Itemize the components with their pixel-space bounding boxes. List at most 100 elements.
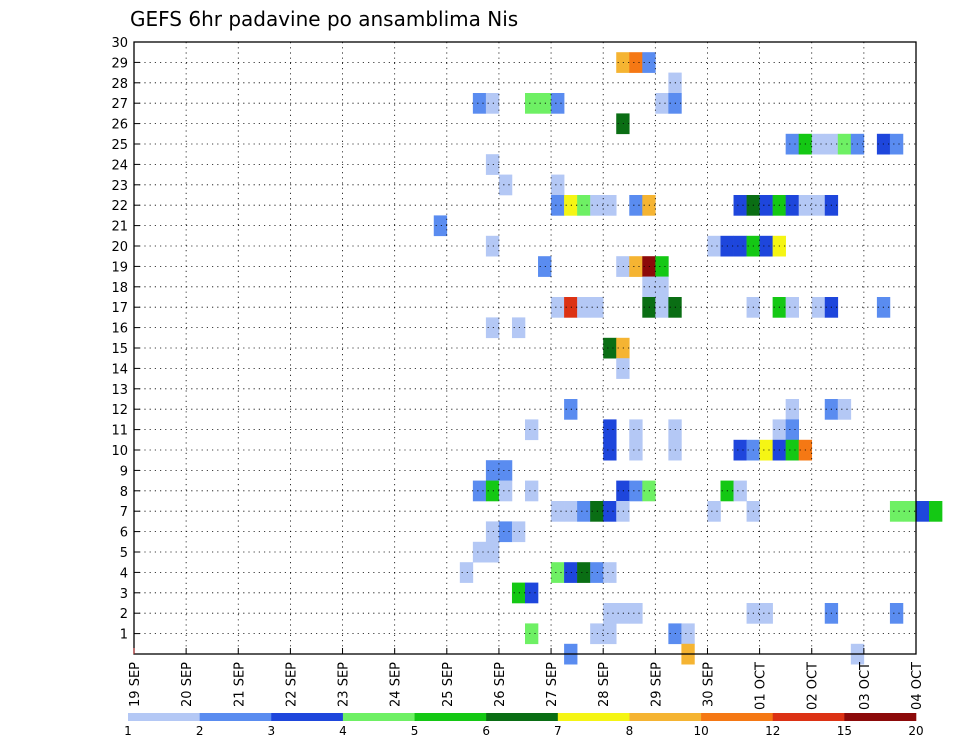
precip-cell	[603, 419, 617, 441]
precip-cell	[485, 93, 500, 114]
precip-cell	[811, 297, 826, 318]
precip-cell	[551, 501, 565, 522]
precip-cell	[603, 439, 617, 461]
precip-cell	[811, 133, 826, 155]
color-scale-swatch	[701, 713, 774, 721]
color-scale-swatch	[128, 713, 200, 721]
precip-cell	[525, 623, 539, 645]
precip-cell	[485, 460, 500, 481]
precip-cell	[525, 93, 539, 114]
y-tick-label: 26	[111, 118, 128, 133]
color-scale-label: 1	[124, 724, 132, 738]
color-scale-swatch	[486, 713, 559, 721]
y-tick-label: 13	[111, 383, 128, 398]
y-tick-label: 8	[120, 485, 128, 500]
color-scale-label: 10	[693, 724, 708, 738]
precip-cell	[811, 195, 826, 216]
precip-cell	[603, 623, 617, 645]
precip-cell	[759, 603, 773, 624]
precip-cell	[629, 419, 643, 441]
precip-cell	[472, 541, 487, 563]
y-tick-label: 2	[120, 607, 128, 622]
precip-cell	[733, 195, 747, 216]
x-tick-label: 22 SEP	[284, 662, 299, 707]
color-scale-swatch	[844, 713, 917, 721]
precip-cell	[785, 439, 799, 461]
precip-cell	[629, 480, 643, 502]
y-tick-label: 7	[120, 505, 128, 520]
precip-cell	[511, 317, 526, 339]
precip-cell	[551, 93, 565, 114]
x-tick-label: 20 SEP	[180, 662, 195, 707]
y-tick-label: 14	[111, 362, 128, 377]
precip-cell	[564, 399, 578, 420]
precip-cell	[603, 562, 617, 583]
y-tick-label: 10	[111, 444, 128, 459]
precip-cell	[564, 297, 578, 318]
y-tick-label: 24	[111, 158, 128, 173]
y-tick-label: 22	[111, 199, 128, 214]
precip-cell	[733, 480, 747, 502]
color-scale-label: 12	[765, 724, 780, 738]
precip-cell	[655, 276, 669, 298]
chart-title: GEFS 6hr padavine po ansamblima Nis	[130, 7, 518, 31]
precip-cell	[511, 521, 526, 543]
x-tick-label: 21 SEP	[232, 662, 247, 707]
y-tick-label: 12	[111, 403, 128, 418]
precip-cell	[785, 399, 799, 420]
precip-cell	[759, 439, 773, 461]
precip-cell	[603, 603, 617, 624]
precip-cell	[525, 480, 539, 502]
y-tick-label: 23	[111, 179, 128, 194]
x-tick-label: 28 SEP	[597, 662, 612, 707]
color-scale-label: 5	[411, 724, 419, 738]
precip-cell	[629, 52, 643, 73]
y-tick-label: 21	[111, 220, 128, 235]
precip-cell	[459, 562, 474, 583]
y-tick-label: 30	[111, 36, 128, 51]
x-tick-label: 29 SEP	[649, 662, 664, 707]
precip-cell	[485, 521, 500, 543]
y-axis: 1234567891011121314151617181920212223242…	[111, 36, 140, 643]
y-tick-label: 18	[111, 281, 128, 296]
y-tick-label: 6	[120, 526, 128, 541]
y-tick-label: 4	[120, 566, 128, 581]
precip-cell	[785, 297, 799, 318]
precip-cell	[629, 195, 643, 216]
precip-cell	[551, 562, 565, 583]
precip-cell	[929, 501, 943, 522]
precip-cell	[485, 317, 500, 339]
x-tick-label: 03 OCT	[858, 662, 873, 710]
y-tick-label: 15	[111, 342, 128, 357]
precip-cell	[681, 623, 695, 645]
precip-cell	[498, 480, 513, 502]
color-scale-swatch	[772, 713, 845, 721]
y-tick-label: 9	[120, 464, 128, 479]
y-tick-label: 25	[111, 138, 128, 153]
precip-cell	[564, 562, 578, 583]
precip-cell	[889, 603, 904, 624]
color-scale-label: 3	[267, 724, 275, 738]
precip-cell	[485, 541, 500, 563]
x-tick-label: 24 SEP	[389, 662, 404, 707]
precip-cell	[525, 582, 539, 604]
color-scale-swatch	[629, 713, 702, 721]
precip-cell	[525, 419, 539, 441]
color-scale-swatch	[342, 713, 415, 721]
color-scale-swatch	[557, 713, 630, 721]
precip-cell	[577, 195, 591, 216]
precip-cell	[485, 235, 500, 257]
precip-cell	[472, 93, 487, 114]
precip-cell	[785, 195, 799, 216]
x-tick-label: 04 OCT	[910, 662, 925, 710]
color-scale-label: 15	[837, 724, 852, 738]
y-tick-label: 5	[120, 546, 128, 561]
precip-cell	[655, 297, 669, 318]
precip-cell	[577, 501, 591, 522]
precip-cell	[837, 133, 852, 155]
precip-cell	[485, 480, 500, 502]
y-tick-label: 20	[111, 240, 128, 255]
x-tick-label: 01 OCT	[754, 662, 769, 710]
